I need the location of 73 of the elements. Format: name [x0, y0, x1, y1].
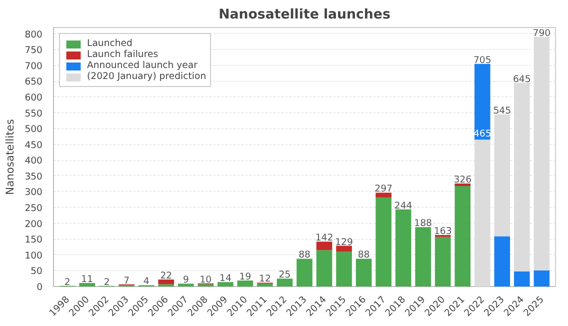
total-label: 7 — [124, 275, 130, 286]
total-label: 705 — [473, 54, 492, 66]
y-tick-label: 350 — [24, 171, 43, 182]
bar — [316, 250, 332, 286]
bar — [454, 184, 471, 186]
bar — [316, 242, 332, 250]
total-label: 645 — [513, 74, 531, 85]
y-tick-label: 100 — [24, 250, 43, 262]
chart-title: Nanosatellite launches — [218, 8, 390, 22]
bar — [376, 197, 392, 286]
bar — [296, 258, 312, 286]
total-label: 88 — [358, 250, 370, 261]
total-label: 188 — [414, 218, 432, 230]
y-tick-label: 700 — [24, 60, 43, 72]
y-tick-label: 650 — [24, 76, 43, 88]
total-label: 2 — [64, 276, 70, 288]
y-tick-label: 250 — [24, 203, 43, 214]
legend-label: (2020 January) prediction — [87, 71, 206, 82]
legend-label: Launched — [87, 38, 132, 49]
bar — [237, 280, 254, 286]
bar — [79, 283, 96, 286]
total-label: 22 — [160, 270, 172, 282]
y-tick-label: 200 — [24, 218, 43, 230]
bar — [376, 192, 392, 198]
total-label: 244 — [394, 200, 412, 212]
total-label: 4 — [143, 276, 150, 288]
total-label: 12 — [259, 274, 271, 285]
legend-label: Launch failures — [87, 49, 158, 60]
bar — [276, 278, 293, 286]
bar — [474, 64, 490, 140]
y-tick-label: 500 — [24, 124, 43, 136]
total-label: 545 — [493, 105, 512, 116]
legend-label: Announced launch year — [87, 60, 198, 71]
total-label: 19 — [239, 272, 252, 282]
total-label: 88 — [298, 250, 310, 261]
bar — [336, 252, 352, 286]
total-label: 14 — [220, 273, 232, 284]
y-tick-label: 400 — [24, 156, 43, 167]
bar — [158, 280, 174, 284]
y-tick-label: 550 — [24, 108, 43, 120]
bar — [178, 284, 194, 286]
bar — [514, 271, 530, 286]
bar — [415, 227, 431, 286]
total-label: 25 — [278, 270, 291, 281]
bar — [494, 236, 510, 286]
bar — [218, 282, 234, 286]
y-tick-label: 800 — [24, 29, 43, 40]
bar — [336, 246, 352, 252]
y-tick-label: 150 — [24, 234, 43, 246]
total-label: 297 — [374, 184, 393, 195]
total-label: 10 — [200, 274, 212, 286]
y-tick-label: 750 — [24, 45, 43, 56]
total-label: 790 — [532, 28, 551, 39]
y-tick-label: 0 — [36, 282, 43, 293]
total-label: 2 — [104, 276, 110, 288]
bar — [434, 236, 451, 286]
total-label: 142 — [315, 232, 334, 244]
y-tick-label: 300 — [24, 187, 43, 198]
bar — [257, 284, 273, 286]
total-label: 11 — [81, 274, 94, 286]
bar — [395, 209, 412, 286]
total-label: 129 — [335, 236, 353, 248]
y-tick-label: 600 — [24, 92, 43, 104]
bar — [494, 114, 510, 236]
bar — [454, 186, 471, 286]
y-tick-label: 50 — [30, 266, 43, 278]
y-tick-label: 450 — [24, 140, 43, 151]
total-label: 326 — [454, 174, 472, 186]
bar — [356, 258, 372, 286]
total-label: 163 — [434, 226, 452, 238]
bar — [534, 270, 550, 286]
y-axis-title: Nanosatellites — [4, 118, 17, 195]
total-label: 9 — [182, 274, 189, 286]
